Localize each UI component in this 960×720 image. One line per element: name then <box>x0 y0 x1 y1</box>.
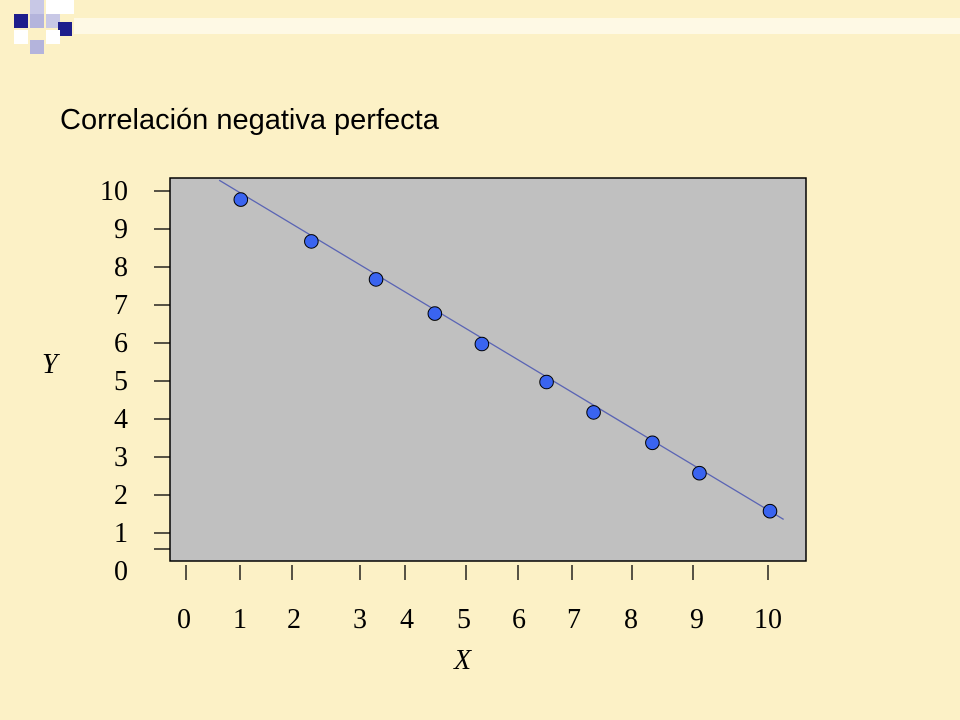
deco-square-lavender-2 <box>30 14 44 28</box>
x-tick-label: 0 <box>177 604 191 635</box>
data-point <box>368 272 384 287</box>
y-tick-label: 10 <box>100 176 128 207</box>
deco-square-white-4 <box>46 30 60 44</box>
data-point <box>762 503 778 519</box>
x-tick-label: 9 <box>690 604 704 635</box>
header-rule <box>74 18 960 34</box>
x-tick-label: 4 <box>400 604 414 635</box>
y-tick-label: 6 <box>114 328 128 359</box>
x-tick-label: 8 <box>624 604 638 635</box>
data-point <box>427 306 443 321</box>
y-tick-label: 2 <box>114 480 128 511</box>
y-tick-label: 0 <box>114 556 128 587</box>
y-tick-label: 7 <box>114 290 128 321</box>
data-points <box>233 192 778 519</box>
x-tick-label: 5 <box>457 604 471 635</box>
deco-square-lavender-4 <box>30 40 44 54</box>
data-point <box>233 192 249 207</box>
x-tick-label: 7 <box>567 604 581 635</box>
y-axis: 0 1 2 3 4 5 6 7 8 9 10 <box>100 176 170 587</box>
x-tick-label: 6 <box>512 604 526 635</box>
data-point <box>692 465 707 481</box>
x-axis-title: X <box>453 645 472 676</box>
x-tick-label: 10 <box>754 604 782 635</box>
data-point <box>586 405 601 420</box>
y-tick-label: 4 <box>114 404 128 435</box>
data-point <box>539 374 554 390</box>
x-tick-label: 2 <box>287 604 301 635</box>
deco-square-white <box>46 0 60 14</box>
deco-square-navy-2 <box>58 22 72 36</box>
y-tick-label: 1 <box>114 518 128 549</box>
deco-square-lavender <box>30 0 44 14</box>
deco-square-lavender-3 <box>46 14 60 28</box>
deco-square-navy <box>14 14 28 28</box>
data-point <box>474 336 490 352</box>
y-tick-label: 5 <box>114 366 128 397</box>
y-tick-label: 8 <box>114 252 128 283</box>
slide-title: Correlación negativa perfecta <box>60 104 439 136</box>
data-point <box>645 435 660 451</box>
deco-square-white-3 <box>14 30 28 44</box>
x-tick-label: 1 <box>233 604 247 635</box>
x-axis: 0 1 2 3 4 5 6 7 8 9 10 <box>177 565 782 635</box>
plot-area <box>169 177 807 562</box>
corner-decoration <box>0 0 80 56</box>
data-point <box>304 234 319 249</box>
y-tick-label: 3 <box>114 442 128 473</box>
y-axis-title: Y <box>42 349 61 380</box>
deco-square-white-2 <box>60 0 74 14</box>
y-tick-label: 9 <box>114 214 128 245</box>
x-tick-label: 3 <box>353 604 367 635</box>
